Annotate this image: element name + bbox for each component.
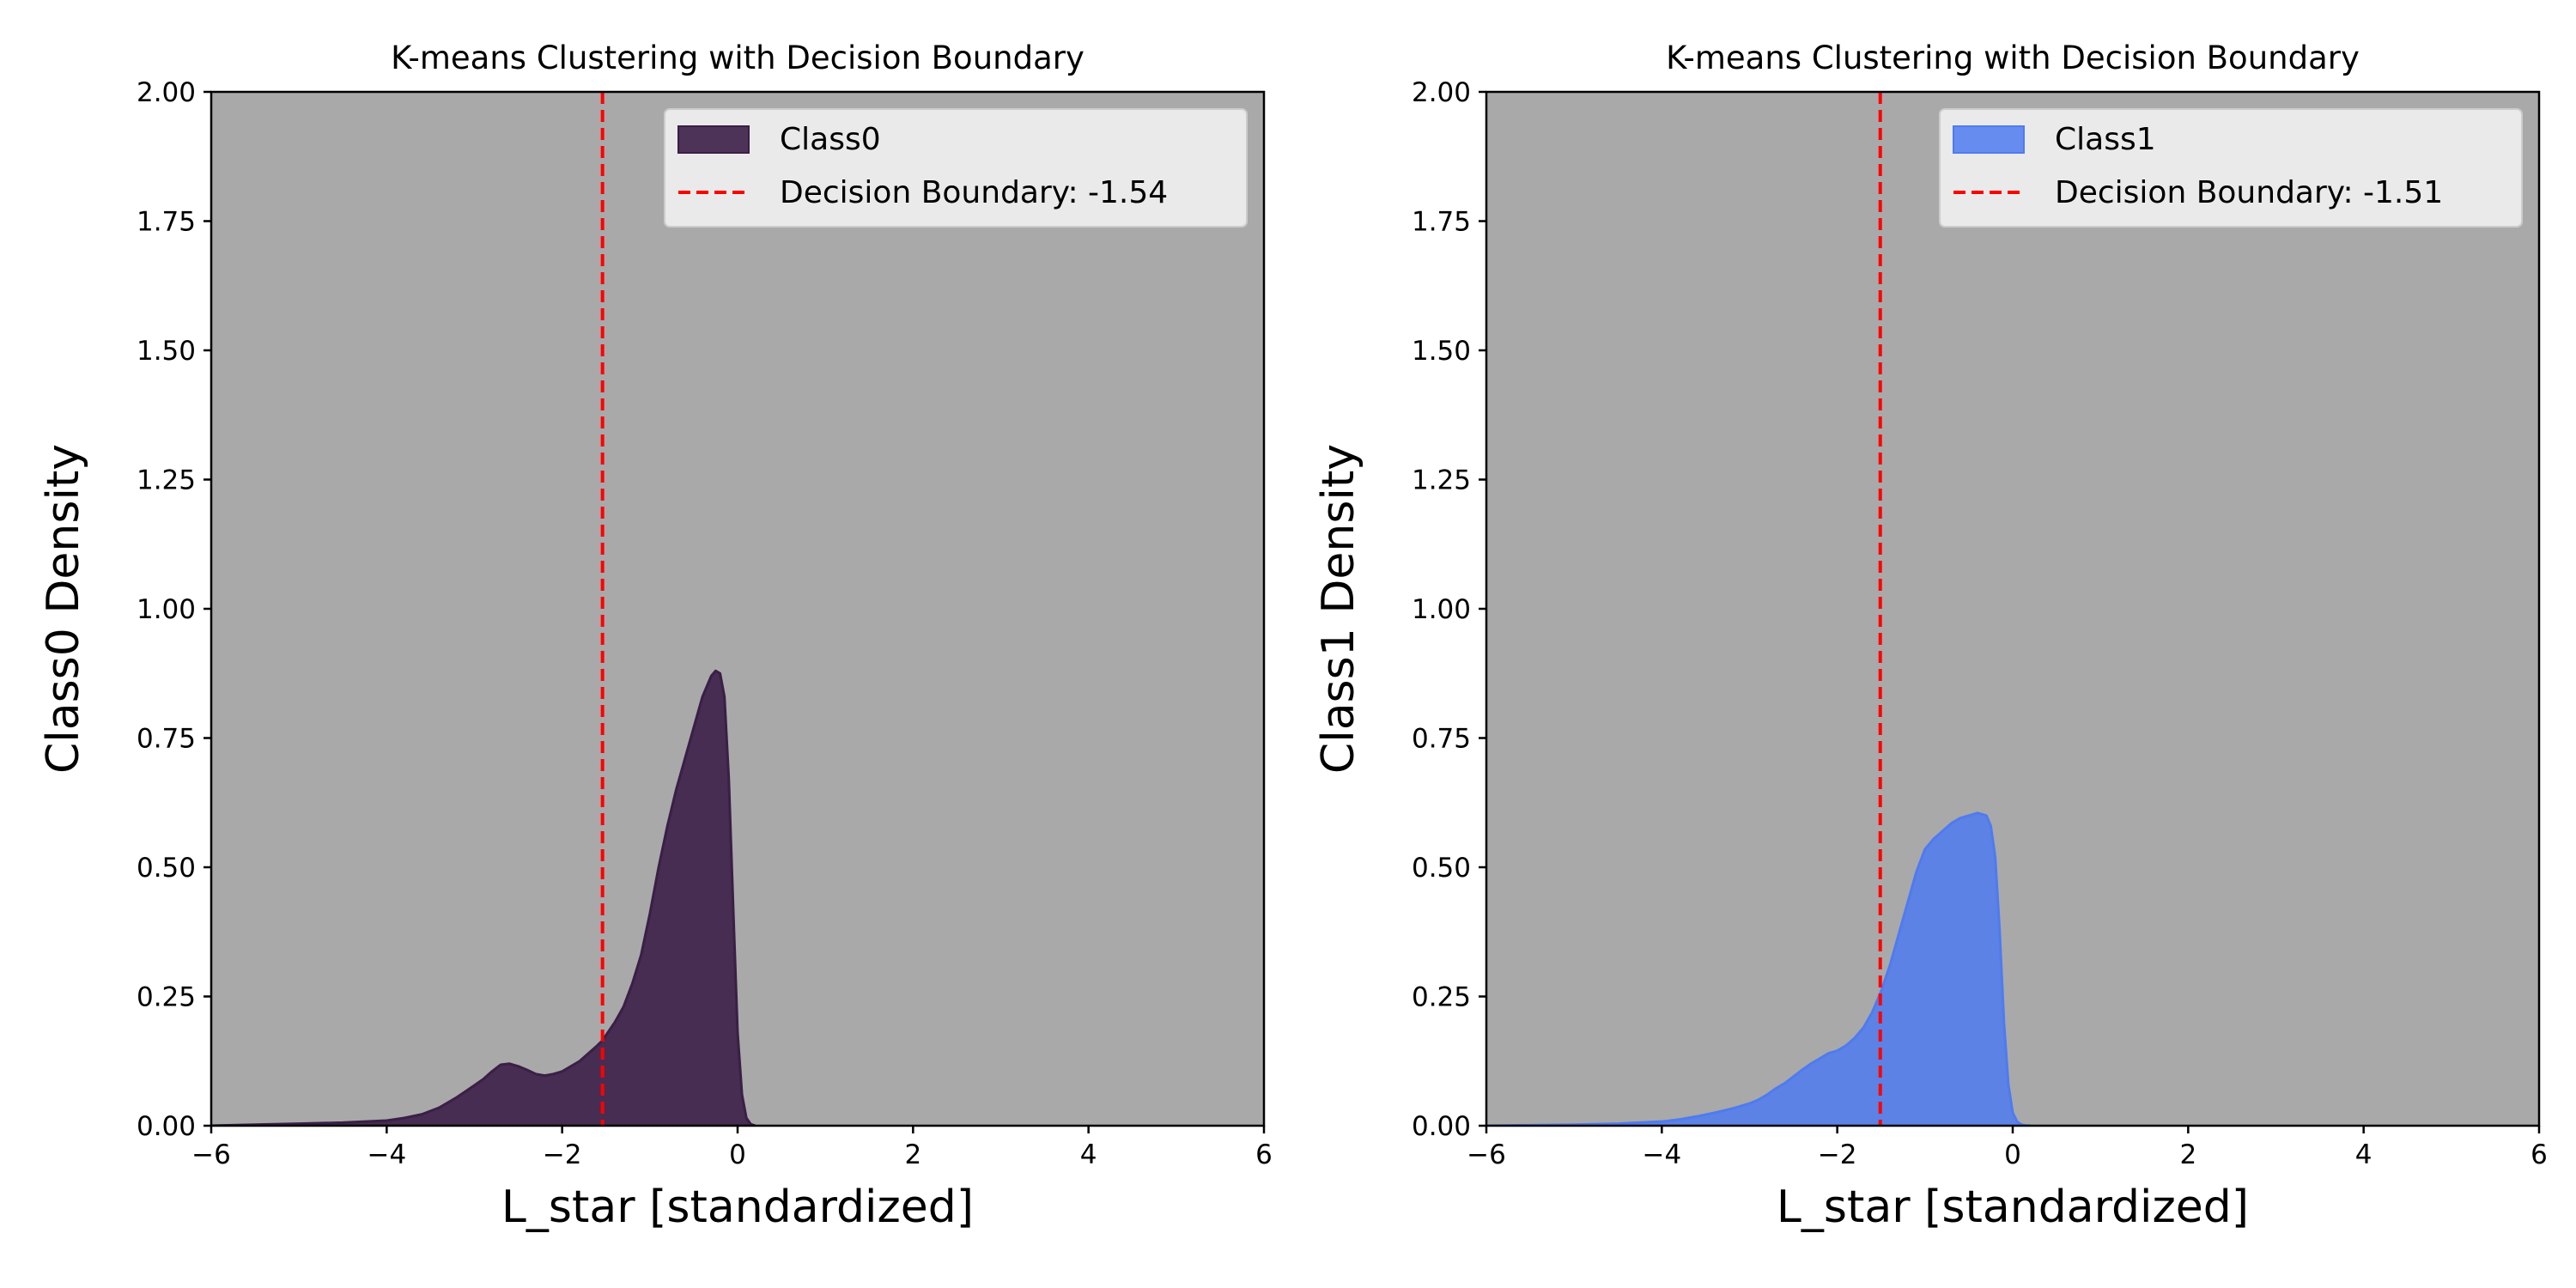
x-tick-label: −2 — [1818, 1139, 1857, 1170]
x-tick-label: 6 — [1255, 1139, 1273, 1170]
y-axis-label: Class0 Density — [38, 444, 89, 774]
y-tick-label: 0.00 — [1412, 1111, 1471, 1142]
y-tick-label: 1.50 — [1412, 336, 1471, 367]
chart-panel-1: −6 −4 −2 0 2 4 6 0.00 0.25 0.50 0.75 1.00 1.25 1.50 1.… — [1313, 39, 2548, 1233]
legend-box — [1939, 108, 2523, 228]
legend-box — [664, 108, 1248, 228]
y-tick-label: 1.00 — [137, 594, 196, 625]
x-tick-label: 6 — [2530, 1139, 2548, 1170]
x-tick-label: −6 — [191, 1139, 231, 1170]
y-tick-label: 1.75 — [137, 207, 196, 238]
x-tick-label: −4 — [367, 1139, 406, 1170]
x-tick-label: 0 — [2004, 1139, 2021, 1170]
y-axis-label: Class1 Density — [1313, 444, 1364, 774]
y-tick-label: 2.00 — [137, 77, 196, 108]
density-area-class1 — [1486, 811, 2032, 1126]
plot-area — [211, 92, 1264, 1126]
y-tick-label: 0.25 — [137, 982, 196, 1013]
y-tick-label: 0.50 — [137, 853, 196, 884]
x-tick-label: −2 — [543, 1139, 582, 1170]
x-tick-label: 2 — [904, 1139, 921, 1170]
x-tick-label: 4 — [2355, 1139, 2372, 1170]
x-tick-label: 4 — [1080, 1139, 1097, 1170]
x-tick-label: 2 — [2179, 1139, 2196, 1170]
y-tick-label: 0.50 — [1412, 853, 1471, 884]
legend-label: Class1 — [2055, 122, 2156, 157]
y-tick-label: 0.00 — [137, 1111, 196, 1142]
y-tick-label: 1.25 — [1412, 465, 1471, 496]
y-tick-label: 2.00 — [1412, 77, 1471, 108]
y-tick-label: 1.00 — [1412, 594, 1471, 625]
legend: Class1 Decision Boundary: -1.51 — [1939, 108, 2523, 228]
legend: Class0 Decision Boundary: -1.54 — [664, 108, 1248, 228]
y-tick-label: 1.50 — [137, 336, 196, 367]
x-tick-label: −6 — [1467, 1139, 1506, 1170]
legend-label: Class0 — [780, 122, 881, 157]
legend-swatch — [677, 125, 750, 154]
y-tick-label: 0.75 — [137, 724, 196, 755]
chart-title: K-means Clustering with Decision Boundar… — [391, 39, 1084, 76]
x-tick-label: 0 — [729, 1139, 746, 1170]
y-tick-label: 0.75 — [1412, 724, 1471, 755]
chart-panel-0: −6 −4 −2 0 2 4 6 0.00 0.25 0.50 0.75 1.00 1.25 1.50 1.… — [38, 39, 1273, 1233]
x-axis-label: L_star [standardized] — [1777, 1182, 2249, 1233]
y-tick-label: 1.25 — [137, 465, 196, 496]
x-tick-label: −4 — [1642, 1139, 1681, 1170]
x-axis-label: L_star [standardized] — [501, 1182, 974, 1233]
legend-label: Decision Boundary: -1.51 — [2055, 175, 2443, 210]
chart-title: K-means Clustering with Decision Boundar… — [1666, 39, 2360, 76]
legend-label: Decision Boundary: -1.54 — [780, 175, 1168, 210]
y-tick-label: 1.75 — [1412, 207, 1471, 238]
legend-swatch — [1953, 125, 2025, 154]
y-tick-label: 0.25 — [1412, 982, 1471, 1013]
plot-area — [1486, 92, 2539, 1126]
